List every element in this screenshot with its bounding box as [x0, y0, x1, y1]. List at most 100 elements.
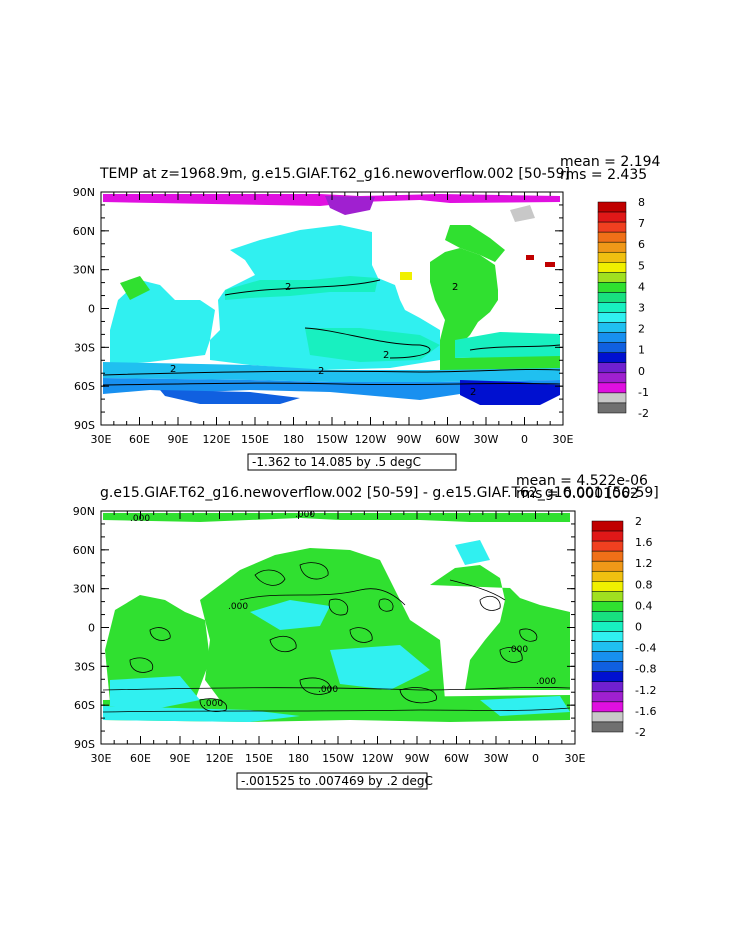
colorbar-label: -1: [638, 386, 649, 399]
lon-tick-label: 150E: [245, 752, 273, 765]
panel-2-range-label: -.001525 to .007469 by .2 degC: [241, 774, 433, 788]
colorbar-swatch: [591, 611, 624, 622]
colorbar-swatch: [591, 560, 624, 572]
panel-2-cyan-north-atlantic: [455, 540, 490, 565]
panel-1-contour-label: 2: [285, 282, 291, 293]
panel-1-arctic-purple: [325, 196, 375, 215]
panel-2-mean: mean = 4.522e-06: [516, 473, 648, 489]
panel-1-contour-label: 2: [452, 282, 458, 293]
lat-tick-label: 90S: [74, 419, 95, 432]
colorbar-swatch: [591, 540, 624, 552]
panel-1-range-box: [247, 453, 457, 471]
colorbar-swatch: [597, 231, 627, 243]
colorbar-label: 2: [635, 515, 642, 528]
panel-1-red-patch: [526, 255, 534, 260]
lon-tick-label: 30W: [484, 752, 509, 765]
lon-tick-label: 120W: [355, 433, 387, 446]
lat-tick-label: 0: [88, 622, 95, 635]
panel-1-contour-label: 2: [170, 364, 176, 375]
lon-tick-label: 60E: [130, 752, 151, 765]
panel-1-contour-southern-2: [102, 382, 561, 386]
panel-2-rms: rms = 0.0001062: [516, 486, 639, 502]
colorbar-swatch: [597, 392, 627, 404]
lon-tick-label: 150E: [241, 433, 269, 446]
lon-tick-label: 0: [521, 433, 528, 446]
colorbar-swatch: [597, 402, 627, 414]
lon-tick-label: 60E: [129, 433, 150, 446]
lon-tick-label: 90W: [405, 752, 430, 765]
panel-2-atlantic: [430, 565, 570, 690]
colorbar-label: 4: [638, 280, 645, 293]
lat-tick-label: 90S: [74, 738, 95, 751]
colorbar-swatch: [591, 721, 624, 733]
panel-2-colorbar: 2 1.6 1.2 0.8 0.4 0 -0.4 -0.8 -1.2 -1.6 -2: [591, 515, 656, 739]
colorbar-swatch: [591, 711, 624, 723]
colorbar-swatch: [597, 221, 627, 233]
colorbar-label: -1.2: [635, 684, 656, 697]
panel-1-contour-2-north: [224, 279, 381, 296]
colorbar-label: 0.8: [635, 578, 653, 591]
colorbar-swatch: [597, 382, 627, 394]
colorbar-swatch: [591, 671, 624, 683]
panel-1-indian: [110, 280, 215, 365]
colorbar-swatch: [597, 312, 627, 323]
panel-1-weddell: [460, 380, 560, 405]
colorbar-swatch: [597, 322, 627, 333]
colorbar-swatch: [597, 352, 627, 364]
panel-2-cyan-weddell: [480, 696, 570, 716]
colorbar-swatch: [597, 332, 627, 343]
colorbar-label: 6: [638, 238, 645, 251]
panel-1-contour-atlantic: [469, 344, 561, 351]
colorbar-label: 0: [635, 621, 642, 634]
panel-2-contours: [102, 562, 571, 713]
lon-tick-label: 90E: [170, 752, 191, 765]
colorbar-swatch: [591, 621, 624, 632]
lon-tick-label: 0: [532, 752, 539, 765]
colorbar-swatch: [597, 302, 627, 313]
colorbar-label: 5: [638, 259, 645, 272]
panel-2-cyan-southern: [103, 706, 300, 722]
colorbar-swatch: [597, 262, 627, 273]
colorbar-label: -1.6: [635, 705, 656, 718]
panel-1-map: 2 2 2 2 2 2: [101, 192, 563, 425]
colorbar-label: 7: [638, 217, 645, 230]
lon-tick-label: 60W: [435, 433, 460, 446]
panel-1-contour-2-south: [304, 327, 431, 359]
panel-2-contour-label: .000: [318, 685, 338, 695]
panel-2-map: .000 .000 .000 .000 .000 .000 .000: [101, 510, 575, 744]
lon-tick-label: 150W: [322, 752, 354, 765]
colorbar-label: 0.4: [635, 599, 653, 612]
colorbar-swatch: [597, 292, 627, 303]
colorbar-swatch: [597, 201, 627, 213]
colorbar-swatch: [591, 631, 624, 642]
colorbar-swatch: [591, 601, 624, 612]
panel-1-rms: rms = 2.435: [560, 167, 647, 183]
lat-tick-label: 60S: [74, 699, 95, 712]
lat-tick-label: 90N: [73, 186, 95, 199]
lon-tick-label: 30E: [91, 752, 112, 765]
lon-tick-label: 60W: [444, 752, 469, 765]
panel-1-southern-deep: [160, 390, 300, 404]
lon-tick-label: 120W: [362, 752, 394, 765]
colorbar-swatch: [591, 570, 624, 582]
colorbar-swatch: [597, 241, 627, 253]
panel-2-indian: [105, 595, 210, 702]
panel-1-colorbar: 8 7 6 5 4 3 2 1 0 -1 -2: [597, 196, 649, 420]
panel-1-contour-label: 2: [470, 387, 476, 398]
panel-1-arctic-gray: [510, 205, 535, 222]
panel-2-contour-label: .000: [536, 677, 556, 687]
colorbar-swatch: [597, 272, 627, 283]
lon-tick-label: 90E: [168, 433, 189, 446]
panel-1-mean: mean = 2.194: [560, 154, 661, 170]
colorbar-swatch: [591, 550, 624, 562]
panel-1-arabian-sea: [120, 276, 150, 300]
panel-1-title: TEMP at z=1968.9m, g.e15.GIAF.T62_g16.ne…: [99, 166, 570, 182]
panel-2-title: g.e15.GIAF.T62_g16.newoverflow.002 [50-5…: [100, 485, 659, 501]
colorbar-swatch: [591, 691, 624, 703]
colorbar-label: 8: [638, 196, 645, 209]
colorbar-swatch: [591, 591, 624, 602]
colorbar-swatch: [591, 661, 624, 672]
panel-2-range-box: [236, 772, 428, 790]
